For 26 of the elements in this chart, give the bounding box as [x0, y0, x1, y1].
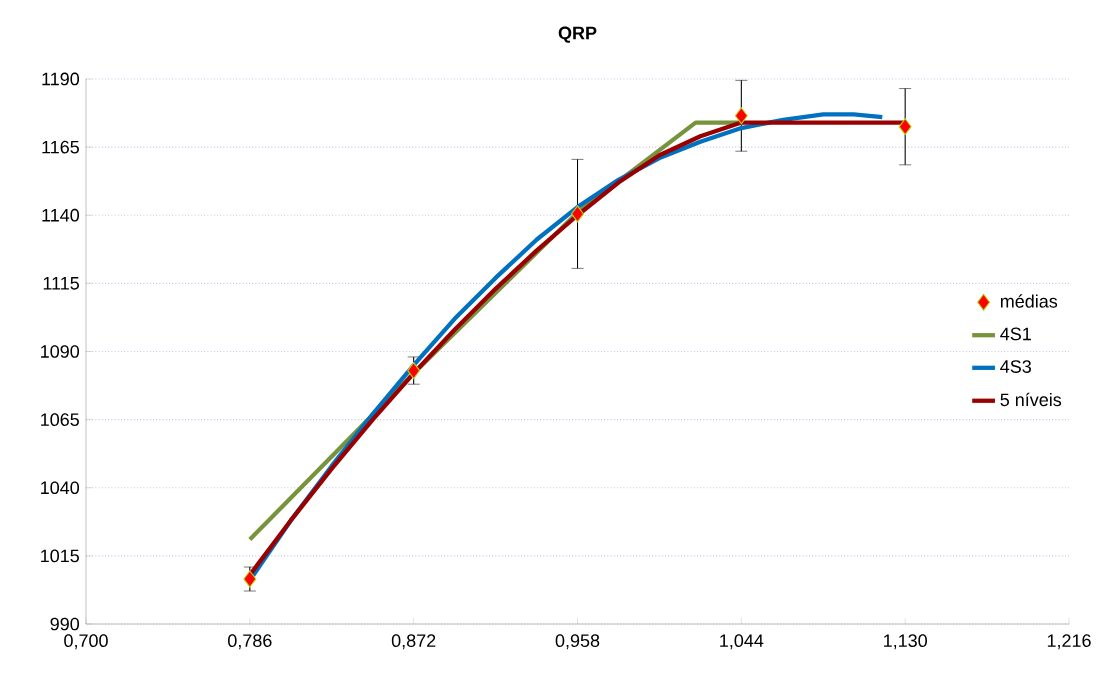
- chart-title: QRP: [558, 26, 597, 43]
- y-tick-label: 1190: [42, 72, 80, 86]
- x-tick-label: 1,044: [720, 634, 764, 650]
- y-tick-label: 1015: [41, 549, 79, 563]
- legend-label: 4S3: [1000, 360, 1031, 373]
- x-tick-label: 0,872: [391, 634, 436, 650]
- point: [243, 570, 257, 588]
- y-tick-label: 1065: [41, 413, 79, 426]
- x-tick-label: 0,786: [228, 634, 272, 650]
- point: [407, 362, 421, 380]
- x-tick-label: 1,130: [884, 634, 927, 650]
- x-tick-label: 1,216: [1047, 634, 1091, 650]
- point: [734, 107, 748, 125]
- y-tick-label: 1165: [42, 140, 79, 154]
- x-tick-label: 0,700: [64, 634, 108, 650]
- y-tick-label: 1115: [43, 277, 79, 290]
- y-tick-label: 1140: [42, 208, 80, 222]
- point: [570, 205, 585, 223]
- legend-label: 4S1: [1000, 327, 1031, 341]
- y-tick-label: 990: [50, 617, 80, 631]
- y-tick-label: 1090: [41, 345, 80, 358]
- legend-label: médias: [1000, 294, 1058, 308]
- x-tick-label: 0,958: [555, 634, 600, 650]
- legend-label: 5 níveis: [1000, 392, 1062, 407]
- y-tick-label: 1040: [41, 481, 80, 495]
- point: [898, 118, 912, 136]
